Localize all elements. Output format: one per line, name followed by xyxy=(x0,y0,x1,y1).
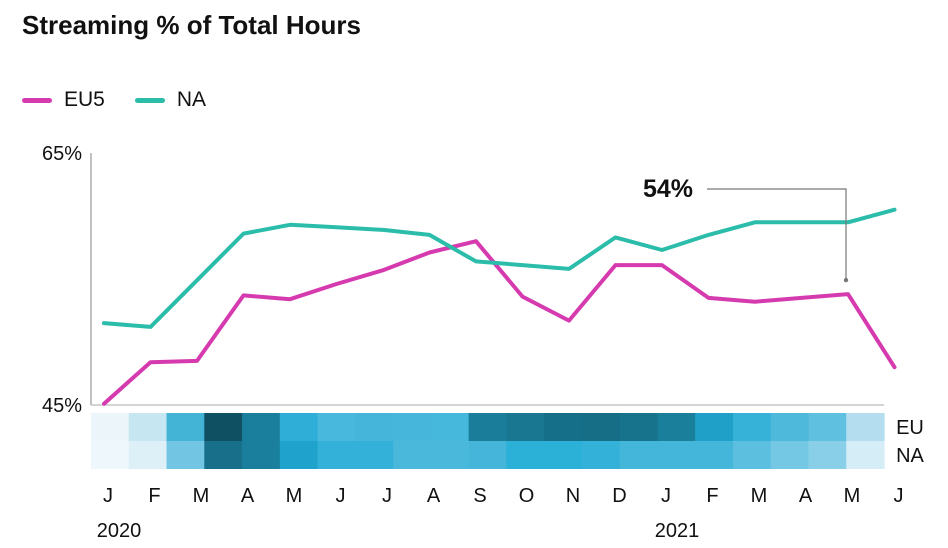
x-tick-label: M xyxy=(193,485,210,507)
x-tick-label: A xyxy=(241,485,255,507)
heatmap-cell xyxy=(468,413,507,441)
heatmap-cell xyxy=(204,413,243,441)
annotation-leader-line xyxy=(707,188,847,281)
heatmap-cell xyxy=(695,413,734,441)
heatmap-row-label: EU xyxy=(896,417,924,439)
heatmap-cell xyxy=(808,413,847,441)
x-tick-label: S xyxy=(473,485,486,507)
annotation-dot xyxy=(843,277,849,283)
legend-item-na: NA xyxy=(134,88,207,112)
annotation-label: 54% xyxy=(643,175,693,203)
x-tick-label: J xyxy=(661,485,671,507)
x-tick-label: M xyxy=(286,485,303,507)
heatmap-cell xyxy=(544,441,583,469)
heatmap-cell xyxy=(166,413,205,441)
heatmap-cell xyxy=(355,413,394,441)
heatmap-cell xyxy=(279,441,319,469)
legend-swatch-eu5 xyxy=(22,97,52,103)
heatmap-row-label: NA xyxy=(896,445,924,467)
series-line-eu5 xyxy=(102,239,897,406)
x-tick-label: F xyxy=(148,485,160,507)
heatmap-cell xyxy=(732,441,772,469)
x-tick-label: A xyxy=(799,485,813,507)
heatmap-cell xyxy=(619,441,659,469)
heatmap-cell xyxy=(242,413,281,441)
heatmap-cell xyxy=(204,441,243,469)
heatmap-cell xyxy=(393,441,432,469)
heatmap-cell xyxy=(581,441,621,469)
y-tick-label: 65% xyxy=(42,143,82,165)
heatmap-cell xyxy=(544,413,583,441)
legend-swatch-na xyxy=(134,97,165,103)
heatmap-cell xyxy=(91,441,130,469)
heatmap-cell xyxy=(317,441,356,469)
heatmap-cell xyxy=(695,441,734,469)
x-tick-label: J xyxy=(103,485,113,507)
heatmap-cell xyxy=(128,413,168,441)
x-tick-label: A xyxy=(427,485,441,507)
heatmap-cell xyxy=(846,441,885,469)
heatmap-cell xyxy=(619,413,659,441)
heatmap-cell xyxy=(506,413,545,441)
heatmap-cell xyxy=(128,441,168,469)
heatmap-cell xyxy=(317,413,356,441)
x-tick-label: F xyxy=(706,485,718,507)
heatmap-cell xyxy=(770,413,810,441)
series-line-na xyxy=(102,207,897,329)
x-tick-label: J xyxy=(382,485,392,507)
heatmap-cell xyxy=(242,441,281,469)
heatmap-cell xyxy=(506,441,545,469)
chart-title: Streaming % of Total Hours xyxy=(22,10,361,40)
legend-label-na: NA xyxy=(176,88,207,111)
heatmap-cell xyxy=(732,413,772,441)
heatmap-cell xyxy=(279,413,319,441)
year-label: 2021 xyxy=(655,520,700,542)
x-tick-label: J xyxy=(336,485,346,507)
heatmap-cell xyxy=(808,441,847,469)
legend-item-eu5: EU5 xyxy=(22,88,105,112)
legend: EU5 NA xyxy=(22,88,236,112)
x-tick-label: D xyxy=(612,485,626,507)
x-tick-label: M xyxy=(844,485,861,507)
x-tick-label: M xyxy=(751,485,768,507)
heatmap-cell xyxy=(91,413,130,441)
heatmap-cell xyxy=(770,441,810,469)
heatmap-cell xyxy=(166,441,205,469)
heatmap-cell xyxy=(657,441,696,469)
legend-label-eu5: EU5 xyxy=(64,88,105,111)
heatmap-cell xyxy=(393,413,432,441)
heatmap-cell xyxy=(430,441,470,469)
x-tick-label: N xyxy=(566,485,580,507)
heatmap-cell xyxy=(657,413,696,441)
y-tick-label: 45% xyxy=(42,395,82,417)
x-tick-label: J xyxy=(894,485,904,507)
heatmap-cell xyxy=(468,441,507,469)
x-tick-label: O xyxy=(519,485,535,507)
heatmap-cell xyxy=(430,413,470,441)
heatmap-cell xyxy=(581,413,621,441)
heatmap-cell xyxy=(846,413,885,441)
heatmap-cell xyxy=(355,441,394,469)
year-label: 2020 xyxy=(97,520,142,542)
